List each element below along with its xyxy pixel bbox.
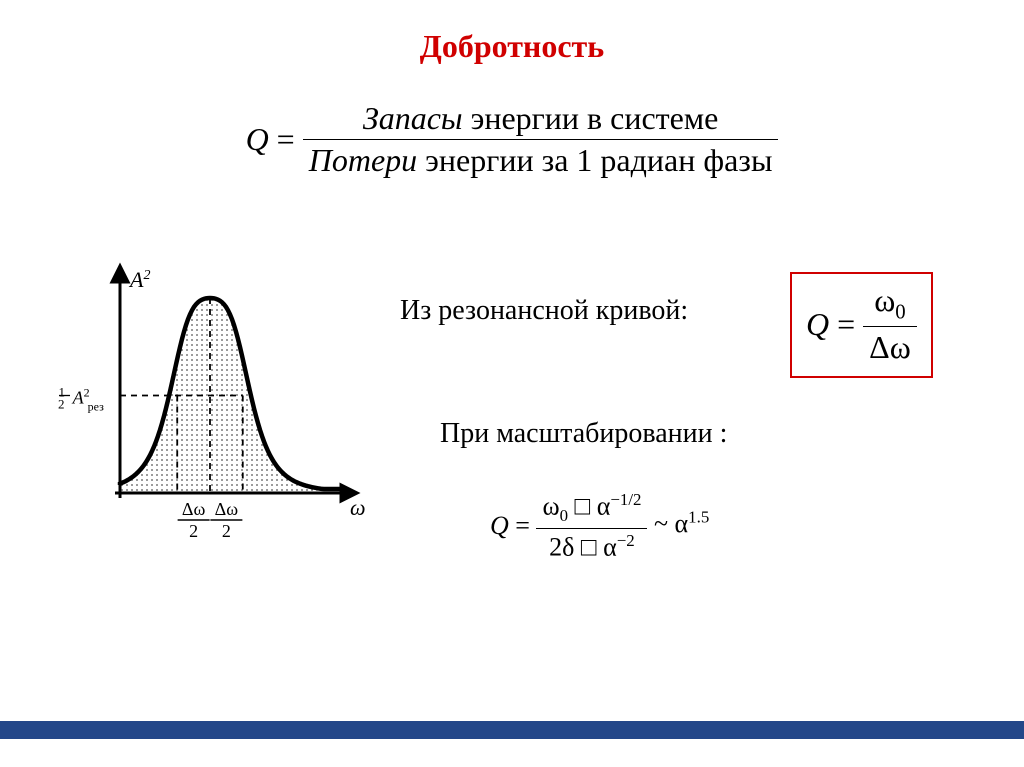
q-formula-box: Q = ω0 Δω — [790, 272, 933, 378]
resonance-svg: A2ω12 A2резΔω2Δω2 — [50, 258, 370, 588]
footer-bar — [0, 721, 1024, 739]
svg-text:Δω: Δω — [182, 499, 206, 519]
svg-text:2: 2 — [222, 521, 231, 541]
slide-title: Добротность — [0, 28, 1024, 65]
main-formula-num-rest: энергии в системе — [463, 100, 719, 136]
scaling-label: При масштабировании : — [440, 418, 727, 450]
resonance-chart: A2ω12 A2резΔω2Δω2 — [50, 258, 370, 598]
slide: Добротность Q = Запасы энергии в системе… — [0, 0, 1024, 767]
svg-text:ω: ω — [350, 495, 366, 520]
q-formula-den: Δω — [863, 327, 917, 366]
scale-num-sub: 0 — [560, 506, 568, 525]
scale-num-sup: −1/2 — [610, 490, 641, 509]
scale-den-sup: −2 — [617, 531, 635, 550]
scale-num-text: ω — [542, 492, 559, 521]
main-formula-den-italic: Потери — [309, 142, 417, 178]
q-symbol-scale: Q — [490, 511, 509, 540]
resonance-label: Из резонансной кривой: — [400, 295, 688, 327]
svg-text:12 A2рез: 12 A2рез — [58, 385, 104, 414]
scale-tail: ~ α — [654, 509, 688, 538]
main-formula: Q = Запасы энергии в системе Потери энер… — [0, 100, 1024, 179]
scale-den-text: 2δ □ α — [549, 533, 617, 562]
svg-text:Δω: Δω — [215, 499, 239, 519]
scale-tail-sup: 1.5 — [688, 508, 709, 527]
q-symbol-box: Q — [806, 306, 829, 342]
scaling-formula: Q = ω0 □ α−1/2 2δ □ α−2 ~ α1.5 — [490, 490, 709, 563]
svg-text:A2: A2 — [128, 267, 150, 292]
main-formula-den-rest: энергии за 1 радиан фазы — [417, 142, 772, 178]
svg-text:2: 2 — [189, 521, 198, 541]
q-formula-num-sub: 0 — [895, 300, 905, 323]
q-symbol: Q — [246, 121, 269, 157]
main-formula-num-italic: Запасы — [363, 100, 463, 136]
scale-num-op: □ α — [568, 492, 610, 521]
q-formula-num: ω — [874, 282, 895, 318]
